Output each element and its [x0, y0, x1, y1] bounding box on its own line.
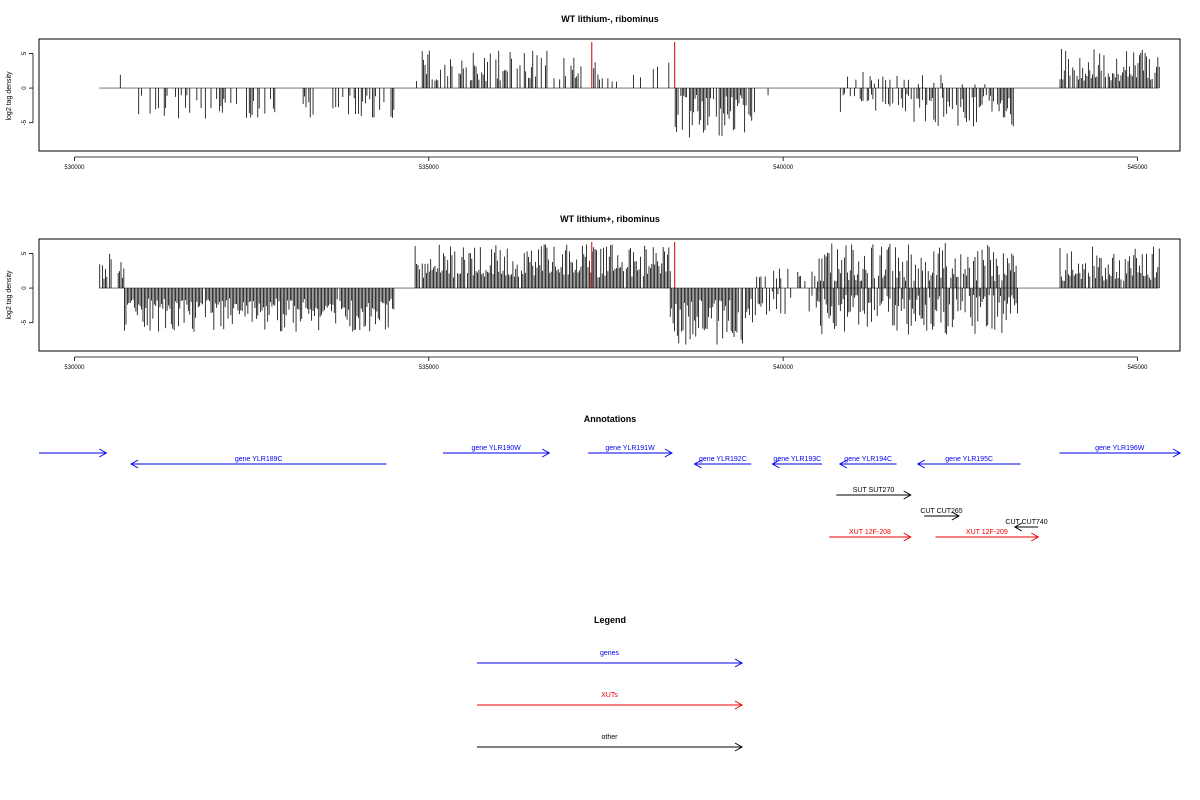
- x-tick-label: 535000: [419, 165, 440, 171]
- arrowhead: [903, 532, 912, 542]
- annotation-feature: CUT CUT740: [1005, 519, 1048, 532]
- legend-label: genes: [600, 650, 620, 657]
- feature-label: CUT CUT265: [920, 508, 962, 515]
- x-tick-label: 530000: [64, 365, 85, 371]
- arrowhead: [734, 742, 744, 752]
- x-tick-label: 535000: [419, 365, 440, 371]
- legend-label: other: [602, 734, 619, 741]
- annotation-feature: gene YLR189C: [130, 456, 387, 469]
- x-tick-label: 540000: [773, 165, 794, 171]
- legend-item: other: [477, 734, 744, 752]
- arrowhead: [734, 658, 744, 668]
- annotation-feature: gene YLR195C: [916, 456, 1021, 469]
- x-tick-label: 545000: [1127, 365, 1148, 371]
- density-bars: [99, 42, 1160, 138]
- arrowhead: [99, 448, 108, 458]
- feature-label: gene YLR191W: [605, 445, 655, 452]
- feature-label: CUT CUT740: [1005, 519, 1047, 526]
- y-tick-label: -5: [22, 319, 28, 325]
- y-axis-label: log2 tag density: [6, 270, 13, 320]
- arrowhead: [693, 459, 702, 469]
- feature-label: XUT 12F-209: [966, 529, 1008, 536]
- y-axis-label: log2 tag density: [6, 71, 13, 121]
- annotation-feature: gene YLR194C: [838, 456, 897, 469]
- x-axis: 530000 535000 540000 545000: [64, 156, 1148, 171]
- arrowhead: [1013, 522, 1023, 532]
- feature-label: gene YLR195C: [945, 456, 993, 463]
- x-tick-label: 530000: [64, 165, 85, 171]
- y-tick-label: 5: [22, 51, 28, 55]
- annotation-feature: SUT SUT270: [836, 487, 912, 500]
- annotation-feature: gene YLR190W: [442, 445, 551, 458]
- feature-label: XUT 12F-208: [849, 529, 891, 536]
- legend-item: genes: [477, 650, 744, 668]
- legend: Legend genes XUTs other: [477, 615, 744, 752]
- y-tick-label: 0: [22, 86, 28, 90]
- feature-label: gene YLR193C: [773, 456, 821, 463]
- plot-frame: [38, 38, 1181, 152]
- arrowhead: [1031, 532, 1040, 542]
- feature-label: gene YLR189C: [235, 456, 283, 463]
- panel-title: WT lithium+, ribominus: [560, 214, 660, 224]
- arrowhead: [903, 490, 912, 500]
- arrowhead: [1172, 448, 1182, 458]
- annotations-title: Annotations: [584, 414, 637, 424]
- panel-title: WT lithium-, ribominus: [561, 14, 659, 24]
- feature-label: gene YLR192C: [699, 456, 747, 463]
- arrowhead: [771, 459, 780, 469]
- arrowhead: [838, 459, 848, 469]
- arrowhead: [734, 700, 744, 710]
- annotation-feature: CUT CUT265: [920, 508, 963, 521]
- annotation-feature: gene YLR193C: [771, 456, 823, 469]
- x-tick-label: 540000: [773, 365, 794, 371]
- x-tick-label: 545000: [1127, 165, 1148, 171]
- density-bars: [99, 242, 1160, 345]
- annotation-feature: gene YLR196W: [1059, 445, 1182, 458]
- feature-label: gene YLR196W: [1095, 445, 1145, 452]
- legend-label: XUTs: [601, 692, 618, 699]
- y-axis: -5 0 5: [22, 251, 34, 325]
- annotation-feature: XUT 12F-208: [829, 529, 912, 542]
- arrowhead: [916, 459, 926, 469]
- arrowhead: [951, 511, 960, 521]
- feature-label: SUT SUT270: [853, 487, 895, 494]
- annotation-feature: gene YLR191W: [588, 445, 673, 458]
- arrowhead: [130, 459, 139, 469]
- feature-label: gene YLR190W: [471, 445, 521, 452]
- legend-item: XUTs: [477, 692, 744, 710]
- y-axis: -5 0 5: [22, 51, 34, 125]
- track-panel-lithium-plus: WT lithium+, ribominus log2 tag density …: [6, 214, 1181, 371]
- arrowhead: [664, 448, 673, 458]
- y-tick-label: 0: [22, 286, 28, 290]
- annotation-feature: [39, 448, 108, 458]
- legend-title: Legend: [594, 615, 626, 625]
- arrowhead: [542, 448, 551, 458]
- y-tick-label: 5: [22, 251, 28, 255]
- plot-frame: [38, 238, 1181, 352]
- y-tick-label: -5: [22, 119, 28, 125]
- annotation-feature: XUT 12F-209: [935, 529, 1040, 542]
- x-axis: 530000 535000 540000 545000: [64, 356, 1148, 371]
- feature-label: gene YLR194C: [844, 456, 892, 463]
- legend-items: genes XUTs other: [477, 650, 744, 752]
- annotation-feature: gene YLR192C: [693, 456, 752, 469]
- track-panel-lithium-minus: WT lithium-, ribominus log2 tag density …: [6, 14, 1181, 171]
- annotation-features: gene YLR189C gene YLR190W gene YLR191W gene…: [39, 445, 1182, 542]
